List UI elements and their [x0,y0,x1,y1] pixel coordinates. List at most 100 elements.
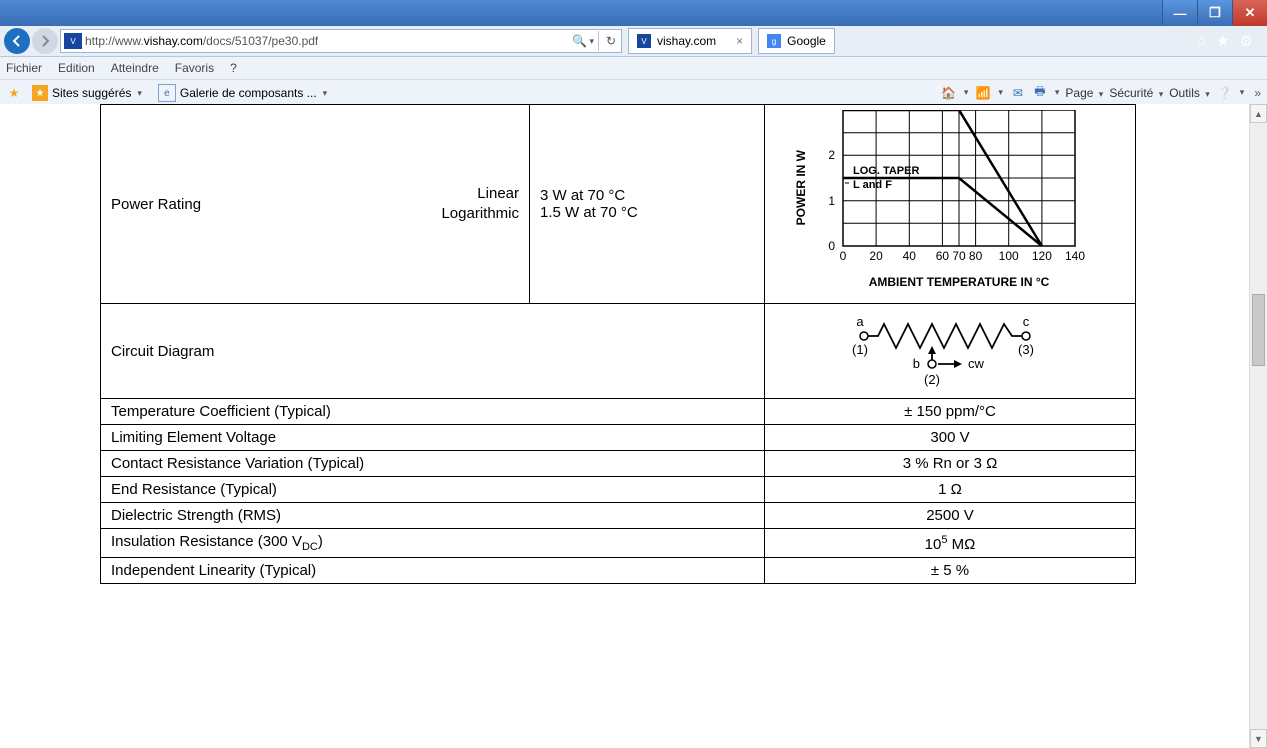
svg-text:70: 70 [952,249,966,263]
cmd-home-dd[interactable]: ▾ [962,87,971,98]
svg-text:c: c [1023,314,1030,329]
svg-text:140: 140 [1065,249,1085,263]
menu-atteindre[interactable]: Atteindre [111,61,159,75]
power-rating-linear-value: 3 W at 70 °C [540,187,625,204]
svg-text:100: 100 [999,249,1019,263]
tools-gear-icon[interactable]: ⚙ [1240,32,1253,50]
tab-google[interactable]: g Google [758,28,835,54]
svg-text:120: 120 [1032,249,1052,263]
add-favorite-icon[interactable]: ★ [6,85,22,101]
svg-text:40: 40 [903,249,917,263]
menu-favoris[interactable]: Favoris [175,61,214,75]
row-endres-label: End Resistance (Typical) [101,476,764,502]
cmd-security[interactable]: Sécurité ▾ [1109,86,1165,100]
row-tempco-value: ± 150 ppm/°C [764,398,1135,424]
galerie-icon: e [158,84,176,102]
cmd-mail-icon[interactable]: ✉ [1009,86,1027,100]
reload-button[interactable]: ↻ [601,34,621,48]
svg-text:1: 1 [828,194,835,208]
cmd-feeds-dd[interactable]: ▾ [996,87,1005,98]
circuit-diagram-label: Circuit Diagram [101,303,764,398]
cmd-feeds-icon[interactable]: 📶 [974,86,992,100]
search-icon[interactable]: 🔍 [571,34,587,48]
svg-text:POWER IN W: POWER IN W [795,149,808,225]
svg-text:(1): (1) [852,342,868,357]
row-dielec-value: 2500 V [764,502,1135,528]
datasheet-table: Power Rating Linear Logarithmic 3 W at 7… [100,104,1136,584]
power-rating-log-value: 1.5 W at 70 °C [540,204,638,221]
scroll-thumb[interactable] [1252,294,1265,366]
menu-fichier[interactable]: Fichier [6,61,42,75]
window-close-button[interactable]: ✕ [1232,0,1267,26]
scroll-up-button[interactable]: ▲ [1250,104,1267,123]
power-rating-label: Power Rating [111,196,201,213]
row-linearity-value: ± 5 % [764,557,1135,583]
menu-help[interactable]: ? [230,61,237,75]
address-url: http://www.vishay.com/docs/51037/pe30.pd… [85,34,318,48]
fav-galerie-dropdown-icon[interactable]: ▾ [321,88,330,99]
ie-menubar: Fichier Edition Atteindre Favoris ? [0,57,1267,80]
svg-text:0: 0 [828,239,835,253]
svg-text:2: 2 [828,148,835,162]
svg-text:LOG. TAPER: LOG. TAPER [853,165,919,177]
row-endres-value: 1 Ω [764,476,1135,502]
cmd-tools[interactable]: Outils ▾ [1169,86,1212,100]
window-titlebar: — ❐ ✕ [0,0,1267,26]
tab-google-icon: g [767,34,781,48]
power-rating-types: Linear Logarithmic [441,184,519,225]
search-dropdown-icon[interactable]: ▾ [587,36,596,47]
fav-galerie-label: Galerie de composants ... [180,86,317,100]
row-insul-label: Insulation Resistance (300 VDC) [101,528,764,557]
window-maximize-button[interactable]: ❐ [1197,0,1232,26]
window-minimize-button[interactable]: — [1162,0,1197,26]
svg-text:b: b [913,356,920,371]
derating-graph: POWER IN W [795,110,1105,296]
fav-sites-suggeres[interactable]: ★ Sites suggérés ▾ [28,83,148,103]
page-viewport: Power Rating Linear Logarithmic 3 W at 7… [0,104,1250,748]
svg-text:0: 0 [840,249,847,263]
row-lev-value: 300 V [764,424,1135,450]
tab-vishay[interactable]: V vishay.com × [628,28,752,54]
vertical-scrollbar[interactable]: ▲ ▼ [1249,104,1267,748]
svg-text:20: 20 [869,249,883,263]
cmd-page[interactable]: Page ▾ [1065,86,1105,100]
row-insul-value: 105 MΩ [764,528,1135,557]
cmd-print-dd[interactable]: ▾ [1053,87,1062,98]
tab-vishay-close-icon[interactable]: × [736,34,743,48]
row-linearity-label: Independent Linearity (Typical) [101,557,764,583]
ie-favbar: ★ ★ Sites suggérés ▾ e Galerie de compos… [0,80,1267,107]
svg-text:60: 60 [936,249,950,263]
menu-edition[interactable]: Edition [58,61,95,75]
tab-vishay-label: vishay.com [657,34,716,48]
sites-suggeres-icon: ★ [32,85,48,101]
svg-text:a: a [856,314,864,329]
site-icon: V [64,33,82,49]
svg-text:AMBIENT TEMPERATURE IN °C: AMBIENT TEMPERATURE IN °C [869,275,1050,289]
cmd-help-icon[interactable]: ❔ [1216,86,1234,100]
row-lev-label: Limiting Element Voltage [101,424,764,450]
fav-sites-label: Sites suggérés [52,86,131,100]
cmd-help-dd[interactable]: ▾ [1238,87,1247,98]
fav-galerie[interactable]: e Galerie de composants ... ▾ [154,82,333,104]
favorites-icon[interactable]: ★ [1216,32,1229,50]
svg-text:L and F: L and F [853,179,892,191]
nav-back-button[interactable] [4,28,30,54]
address-bar[interactable]: V http://www.vishay.com/docs/51037/pe30.… [60,29,622,53]
cmd-home-icon[interactable]: 🏠 [940,86,958,100]
row-crv-label: Contact Resistance Variation (Typical) [101,450,764,476]
row-dielec-label: Dielectric Strength (RMS) [101,502,764,528]
row-tempco-label: Temperature Coefficient (Typical) [101,398,764,424]
nav-forward-button[interactable] [32,28,58,54]
svg-text:(2): (2) [924,372,940,387]
tab-vishay-icon: V [637,34,651,48]
svg-text:(3): (3) [1018,342,1034,357]
svg-text:80: 80 [969,249,983,263]
svg-text:cw: cw [968,356,985,371]
scroll-down-button[interactable]: ▼ [1250,729,1267,748]
fav-sites-dropdown-icon[interactable]: ▾ [135,88,144,99]
cmd-print-icon[interactable]: 🖶 [1031,82,1049,103]
command-bar: 🏠▾ 📶▾ ✉ 🖶▾ Page ▾ Sécurité ▾ Outils ▾ ❔▾… [940,82,1261,103]
cmd-overflow-icon[interactable]: » [1254,86,1261,100]
circuit-diagram: a (1) c (3) b (2) c [850,310,1050,388]
home-icon[interactable]: ⌂ [1197,32,1206,50]
